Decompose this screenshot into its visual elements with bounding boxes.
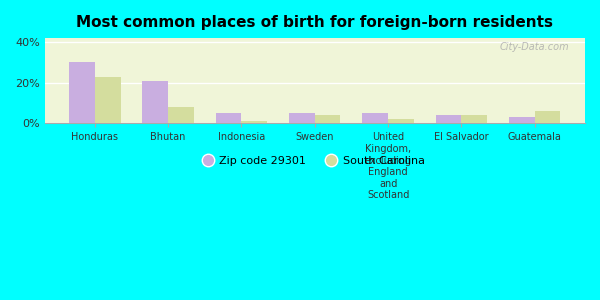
Bar xyxy=(315,115,340,123)
Bar xyxy=(362,113,388,123)
Text: City-Data.com: City-Data.com xyxy=(499,42,569,52)
Bar xyxy=(289,113,315,123)
Title: Most common places of birth for foreign-born residents: Most common places of birth for foreign-… xyxy=(76,15,553,30)
Bar xyxy=(388,119,414,123)
Bar xyxy=(69,62,95,123)
Bar xyxy=(95,77,121,123)
Bar xyxy=(436,115,461,123)
Bar xyxy=(142,81,168,123)
Bar xyxy=(216,113,241,123)
Bar xyxy=(509,117,535,123)
Bar xyxy=(461,115,487,123)
Bar xyxy=(241,121,267,123)
Bar xyxy=(168,107,194,123)
Bar xyxy=(535,111,560,123)
Legend: Zip code 29301, South Carolina: Zip code 29301, South Carolina xyxy=(200,152,429,171)
